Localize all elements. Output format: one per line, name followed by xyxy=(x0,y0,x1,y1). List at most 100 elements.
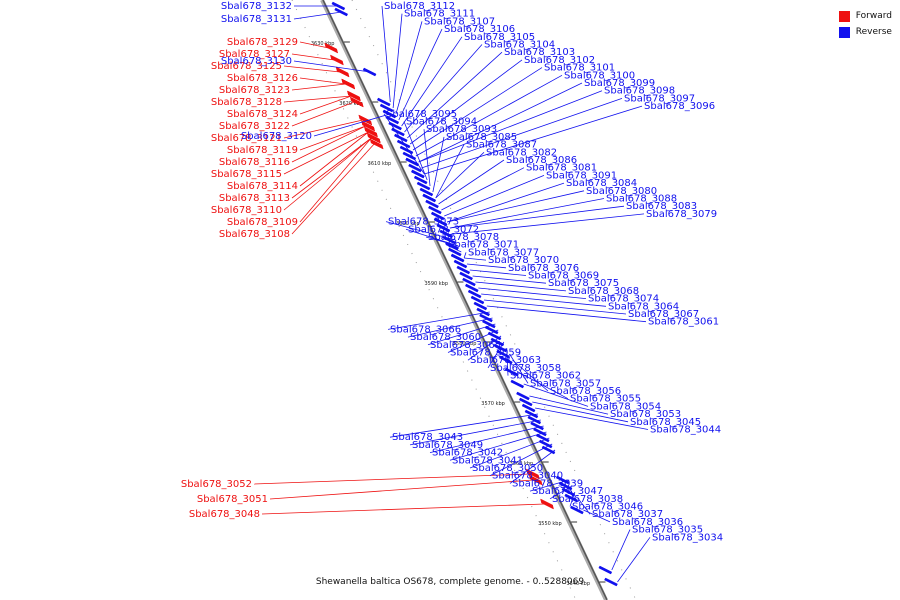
reverse-leader xyxy=(529,395,609,415)
reverse-gene xyxy=(411,169,425,179)
reverse-gene-label: Sbal678_3040 xyxy=(492,471,563,482)
reverse-leader xyxy=(389,413,539,438)
reverse-gene-label: Sbal678_3055 xyxy=(570,394,641,405)
reverse-gene xyxy=(473,301,488,311)
reverse-leader xyxy=(421,98,623,169)
reverse-leader xyxy=(424,105,643,175)
reverse-gene xyxy=(388,121,402,131)
reverse-gene xyxy=(524,409,539,419)
reverse-leader xyxy=(409,419,541,446)
reverse-gene xyxy=(555,475,570,485)
forward-gene xyxy=(540,498,554,510)
reverse-gene xyxy=(459,271,473,281)
reverse-gene-label: Sbal678_3131 xyxy=(221,14,292,25)
reverse-gene-label: Sbal678_3099 xyxy=(584,78,655,89)
reverse-gene-label: Sbal678_3095 xyxy=(386,109,457,120)
forward-leader xyxy=(291,143,375,235)
forward-gene-label: Sbal678_3123 xyxy=(219,85,290,96)
axis-tick-label: 3620 kbp xyxy=(339,101,363,107)
reverse-gene xyxy=(419,187,434,197)
reverse-gene-label: Sbal678_3097 xyxy=(624,93,695,104)
reverse-gene-label: Sbal678_3076 xyxy=(508,263,579,274)
reverse-leader xyxy=(523,383,589,407)
reverse-gene-label: Sbal678_3037 xyxy=(592,509,663,520)
reverse-leader xyxy=(392,13,403,109)
forward-gene xyxy=(324,42,339,54)
forward-leader xyxy=(299,125,366,151)
reverse-gene-label: Sbal678_3101 xyxy=(544,63,615,74)
reverse-gene xyxy=(487,331,502,341)
reverse-leader xyxy=(489,443,553,477)
reverse-gene-label: Sbal678_3069 xyxy=(528,271,599,282)
reverse-leader xyxy=(429,425,544,453)
reverse-gene-label: Sbal678_3091 xyxy=(546,170,617,181)
axis-tick-label: 3570 kbp xyxy=(481,401,505,407)
reverse-leader xyxy=(446,182,565,223)
reverse-leader xyxy=(293,60,371,73)
reverse-gene-label: Sbal678_3046 xyxy=(572,502,643,513)
reverse-gene-label: Sbal678_3088 xyxy=(606,194,677,205)
reverse-leader xyxy=(401,36,463,127)
reverse-leader xyxy=(517,371,569,400)
forward-leader xyxy=(299,137,372,223)
reverse-gene xyxy=(462,277,476,287)
reverse-gene xyxy=(479,313,493,323)
reverse-gene xyxy=(464,283,479,293)
reverse-leader xyxy=(481,293,607,307)
axis-tick-label: 3560 kbp xyxy=(510,461,534,467)
reverse-leader xyxy=(438,159,505,205)
reverse-gene xyxy=(470,295,485,305)
genome-axis-edge xyxy=(322,0,608,600)
reverse-gene xyxy=(405,157,420,167)
reverse-gene xyxy=(416,181,431,191)
legend-swatch xyxy=(838,10,850,22)
reverse-gene-label: Sbal678_3068 xyxy=(568,286,639,297)
reverse-gene-label: Sbal678_3071 xyxy=(448,240,519,251)
forward-leader xyxy=(283,95,352,103)
forward-gene-label: Sbal678_3115 xyxy=(211,169,282,180)
reverse-gene xyxy=(493,343,508,353)
reverse-leader xyxy=(435,144,465,199)
reverse-gene-label: Sbal678_3067 xyxy=(628,309,699,320)
reverse-gene-label: Sbal678_3072 xyxy=(408,224,479,235)
forward-leader xyxy=(283,131,369,175)
genome-caption: Shewanella baltica OS678, complete genom… xyxy=(315,577,585,587)
forward-leader xyxy=(291,83,346,91)
reverse-gene xyxy=(433,217,448,227)
forward-gene-label: Sbal678_3126 xyxy=(227,73,298,84)
reverse-gene xyxy=(541,445,556,455)
reverse-leader xyxy=(446,190,585,223)
reverse-gene xyxy=(521,403,536,413)
forward-leader xyxy=(299,77,346,85)
reverse-leader xyxy=(381,5,391,103)
reverse-gene xyxy=(447,247,462,257)
reverse-gene-label: Sbal678_3043 xyxy=(392,432,463,443)
forward-gene xyxy=(358,114,373,126)
reverse-leader xyxy=(469,437,550,469)
reverse-gene-label: Sbal678_3065 xyxy=(430,340,501,351)
genome-axis xyxy=(320,0,608,600)
reverse-gene xyxy=(499,355,513,365)
legend-item-reverse: Reverse xyxy=(838,24,892,40)
forward-gene xyxy=(528,474,543,486)
forward-gene-label: Sbal678_3110 xyxy=(211,205,282,216)
forward-gene-label: Sbal678_3114 xyxy=(227,181,298,192)
reverse-leader xyxy=(464,257,487,261)
reverse-gene-label: Sbal678_3111 xyxy=(404,9,475,20)
reverse-gene-label: Sbal678_3104 xyxy=(484,40,555,51)
forward-gene-label: Sbal678_3122 xyxy=(219,121,290,132)
forward-leader xyxy=(291,53,335,61)
reverse-gene xyxy=(382,109,397,119)
reverse-gene xyxy=(413,175,428,185)
forward-leader xyxy=(283,65,341,73)
forward-gene-label: Sbal678_3108 xyxy=(219,229,290,240)
reverse-gene-label: Sbal678_3042 xyxy=(432,448,503,459)
forward-leader xyxy=(261,503,545,515)
reverse-gene xyxy=(527,415,542,425)
reverse-gene-label: Sbal678_3059 xyxy=(450,348,521,359)
forward-gene xyxy=(361,120,376,132)
reverse-gene-label: Sbal678_3083 xyxy=(626,201,697,212)
reverse-gene xyxy=(604,577,618,587)
reverse-leader xyxy=(445,244,462,253)
reverse-gene xyxy=(516,391,530,401)
